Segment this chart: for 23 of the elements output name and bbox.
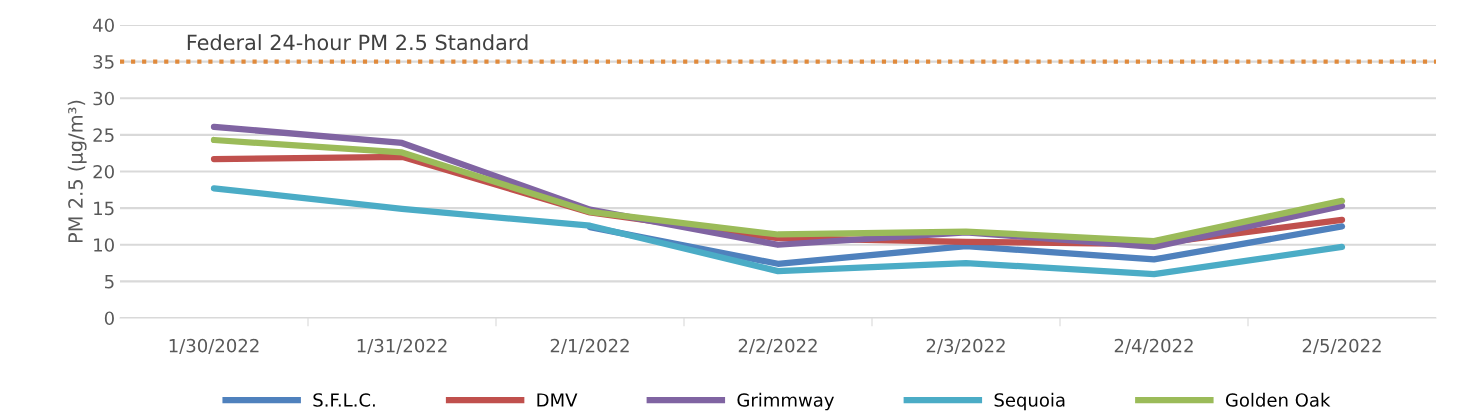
x-tick-label: 1/31/2022 [357, 338, 447, 354]
x-tick-label: 1/30/2022 [169, 338, 259, 354]
y-tick-label: 25 [93, 128, 114, 142]
y-tick-label: 5 [105, 275, 114, 289]
y-tick-label: 35 [93, 55, 114, 69]
x-tick-label: 2/5/2022 [1302, 338, 1381, 354]
y-tick-label: 40 [93, 18, 114, 33]
y-tick-label: 20 [93, 164, 114, 179]
legend-label: Golden Oak [1225, 392, 1331, 407]
x-tick-label: 2/3/2022 [926, 338, 1005, 354]
legend-label: Grimmway [737, 392, 834, 411]
y-tick-label: 10 [94, 238, 114, 252]
y-tick-label: 30 [93, 91, 114, 106]
legend-label: DMV [537, 393, 578, 407]
x-tick-label: 2/4/2022 [1114, 338, 1193, 354]
y-tick-label: 15 [94, 201, 114, 216]
y-axis-title: PM 2.5 (µg/m³) [67, 100, 87, 243]
ref-line-label: Federal 24-hour PM 2.5 Standard [187, 34, 528, 51]
legend-label: S.F.L.C. [313, 393, 375, 407]
x-tick-label: 2/2/2022 [738, 338, 817, 354]
y-tick-label: 0 [104, 311, 114, 326]
legend-label: Sequoia [994, 392, 1065, 411]
x-tick-label: 2/1/2022 [550, 338, 629, 354]
